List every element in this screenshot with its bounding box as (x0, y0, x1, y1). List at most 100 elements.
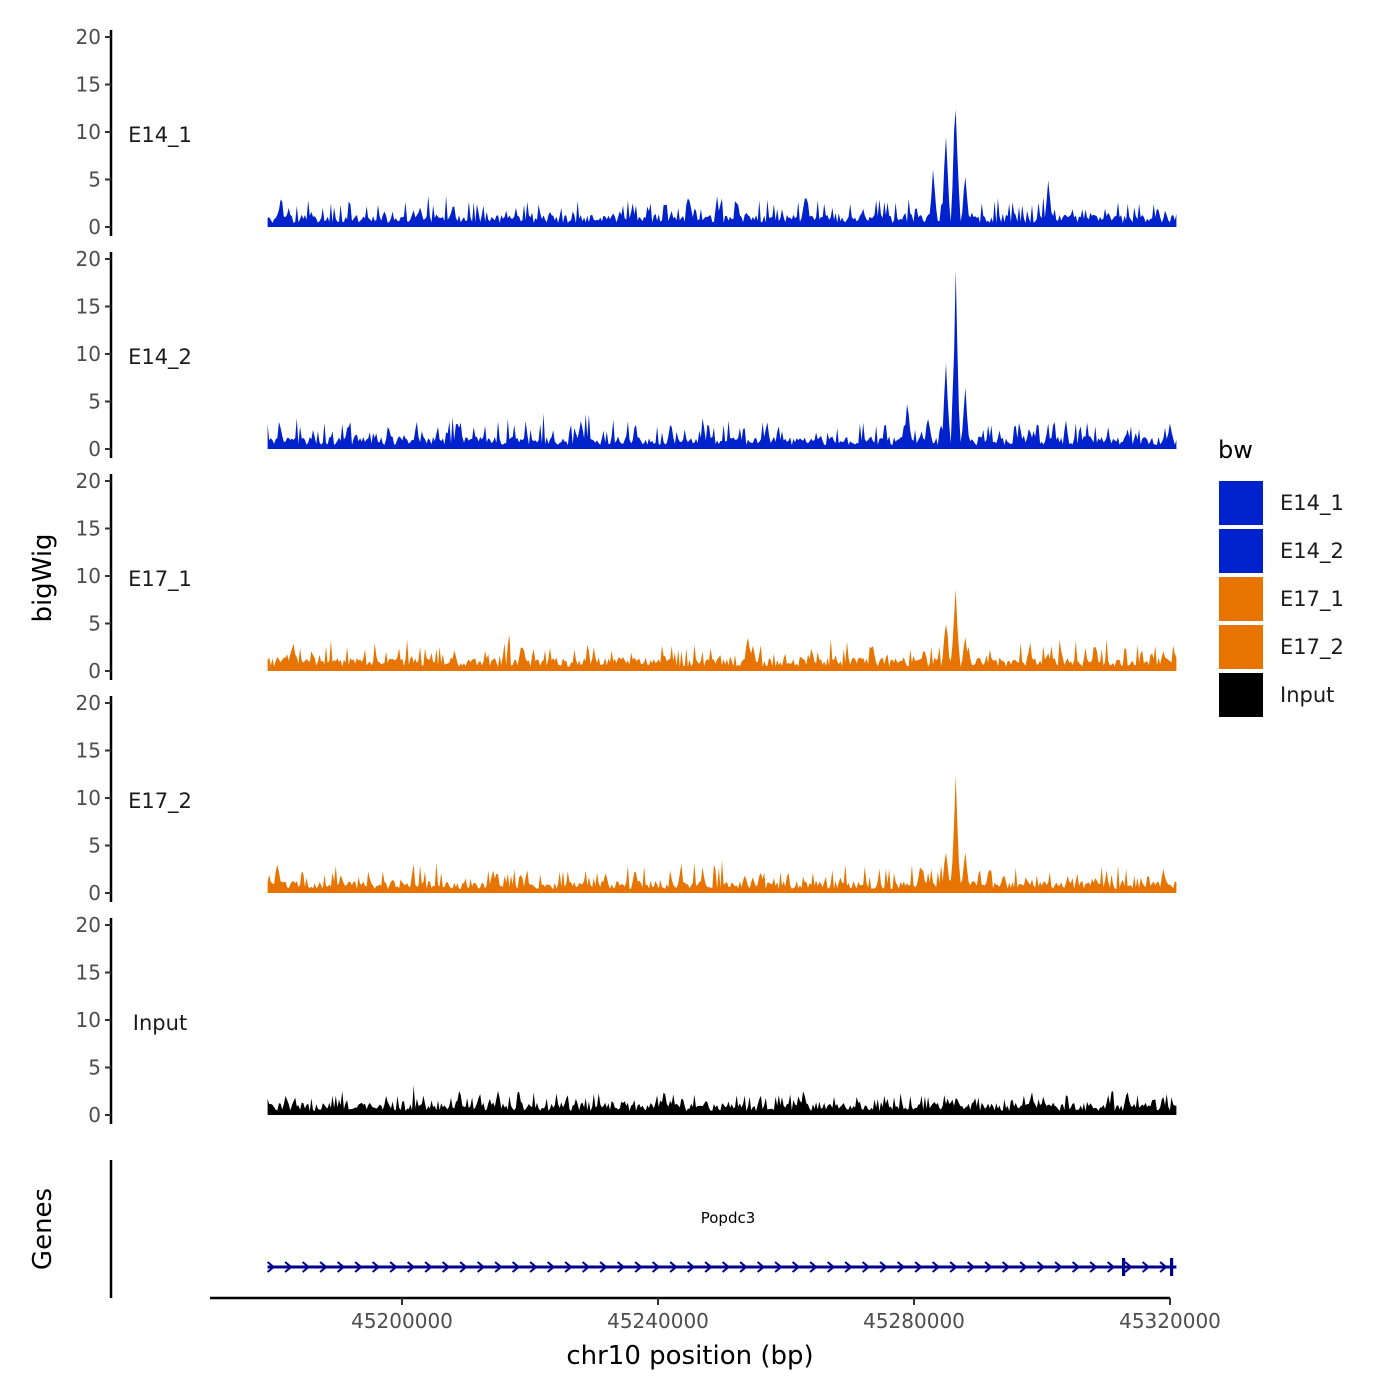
signal-area-E14_2 (267, 269, 1177, 449)
gene-name-label: Popdc3 (701, 1209, 756, 1227)
legend-label-E14_2: E14_2 (1280, 539, 1344, 564)
strand-arrow (791, 1261, 801, 1273)
strand-arrow (371, 1261, 381, 1273)
y-tick-label: 10 (76, 564, 101, 588)
strand-arrow (441, 1261, 451, 1273)
strand-arrow (774, 1261, 783, 1273)
strand-arrow (1001, 1261, 1011, 1273)
strand-arrow (546, 1261, 556, 1273)
track-E14_1: 0 5 10 15 20 E14_1 (76, 25, 1177, 239)
strand-arrow (494, 1261, 503, 1273)
y-tick-label: 0 (88, 659, 101, 683)
strand-arrow (651, 1261, 661, 1273)
legend-key-Input (1217, 671, 1265, 719)
y-tick-label: 10 (76, 786, 101, 810)
strand-arrow (511, 1261, 521, 1273)
strand-arrow (756, 1261, 766, 1273)
strand-arrow (1124, 1261, 1133, 1273)
strand-arrow (354, 1261, 363, 1273)
y-tick-label: 10 (76, 120, 101, 144)
signal-area-Input (267, 1085, 1177, 1115)
strand-arrow (809, 1261, 818, 1273)
y-tick-label: 10 (76, 342, 101, 366)
strand-arrow (1071, 1261, 1081, 1273)
y-tick-label: 0 (88, 1103, 101, 1127)
legend-label-E14_1: E14_1 (1280, 491, 1344, 516)
y-tick-label: 15 (76, 517, 101, 541)
strand-arrow (861, 1261, 871, 1273)
track-Input: 0 5 10 15 20 Input (76, 913, 1177, 1127)
track-label-E14_2: E14_2 (128, 345, 192, 370)
strand-arrow (896, 1261, 906, 1273)
y-tick-label: 0 (88, 215, 101, 239)
legend-key-E17_2 (1217, 623, 1265, 671)
strand-arrow (1106, 1261, 1116, 1273)
y-tick-label: 5 (88, 612, 101, 636)
y-tick-label: 0 (88, 437, 101, 461)
strand-arrow (914, 1261, 923, 1273)
track-label-E17_2: E17_2 (128, 789, 192, 814)
strand-arrow (599, 1261, 608, 1273)
strand-arrow (459, 1261, 468, 1273)
strand-arrow (879, 1261, 888, 1273)
strand-arrow (634, 1261, 643, 1273)
y-tick-label: 5 (88, 168, 101, 192)
track-label-E14_1: E14_1 (128, 123, 192, 148)
y-tick-label: 15 (76, 73, 101, 97)
strand-arrow (739, 1261, 748, 1273)
y-tick-label: 5 (88, 834, 101, 858)
x-tick-label: 45240000 (607, 1309, 709, 1333)
strand-arrow (424, 1261, 433, 1273)
signal-area-E17_2 (267, 775, 1177, 893)
x-tick-label: 45200000 (351, 1309, 453, 1333)
legend-label-Input: Input (1280, 683, 1334, 707)
track-E17_2: 0 5 10 15 20 E17_2 (76, 691, 1177, 905)
x-axis: 45200000 45240000 45280000 45320000 (210, 1296, 1221, 1333)
strand-arrow (1036, 1261, 1046, 1273)
strand-arrow (529, 1261, 538, 1273)
strand-arrow (1141, 1261, 1151, 1273)
strand-arrow (966, 1261, 976, 1273)
y-tick-label: 5 (88, 390, 101, 414)
track-panels: 05101520E14_105101520E14_205101520E17_10… (76, 25, 1177, 1127)
strand-arrow (669, 1261, 678, 1273)
x-tick-label: 45320000 (1119, 1309, 1221, 1333)
legend-key-E14_1 (1217, 479, 1265, 527)
legend: bw E14_1 E14_2 E17_1 E17_2 Input (1217, 436, 1344, 719)
y-tick-label: 20 (76, 691, 101, 715)
strand-arrow (301, 1261, 311, 1273)
strand-arrow (616, 1261, 626, 1273)
gene-exon (1170, 1258, 1174, 1276)
strand-arrow (686, 1261, 696, 1273)
strand-arrow (984, 1261, 993, 1273)
x-axis-title: chr10 position (bp) (566, 1341, 813, 1371)
strand-arrow (826, 1261, 836, 1273)
y-tick-label: 5 (88, 1056, 101, 1080)
track-E17_1: 0 5 10 15 20 E17_1 (76, 469, 1177, 683)
strand-arrow (949, 1261, 958, 1273)
legend-title: bw (1218, 436, 1253, 464)
y-tick-label: 20 (76, 913, 101, 937)
strand-arrow (931, 1261, 941, 1273)
strand-arrow (1019, 1261, 1028, 1273)
y-tick-label: 10 (76, 1008, 101, 1032)
gene-track-panel: Popdc3 (109, 1160, 1177, 1298)
y-tick-label: 20 (76, 469, 101, 493)
strand-arrow (844, 1261, 853, 1273)
x-tick-label: 45280000 (863, 1309, 965, 1333)
y-tick-label: 15 (76, 961, 101, 985)
legend-key-E17_1 (1217, 575, 1265, 623)
y-tick-label: 15 (76, 739, 101, 763)
strand-arrow (336, 1261, 346, 1273)
strand-arrow (1159, 1261, 1168, 1273)
strand-arrow (1089, 1261, 1098, 1273)
strand-arrow (704, 1261, 713, 1273)
track-E14_2: 0 5 10 15 20 E14_2 (76, 247, 1177, 461)
signal-area-E14_1 (267, 109, 1177, 227)
y-tick-label: 20 (76, 25, 101, 49)
legend-key-E14_2 (1217, 527, 1265, 575)
y-tick-label: 0 (88, 881, 101, 905)
y-tick-label: 20 (76, 247, 101, 271)
legend-label-E17_1: E17_1 (1280, 587, 1344, 612)
